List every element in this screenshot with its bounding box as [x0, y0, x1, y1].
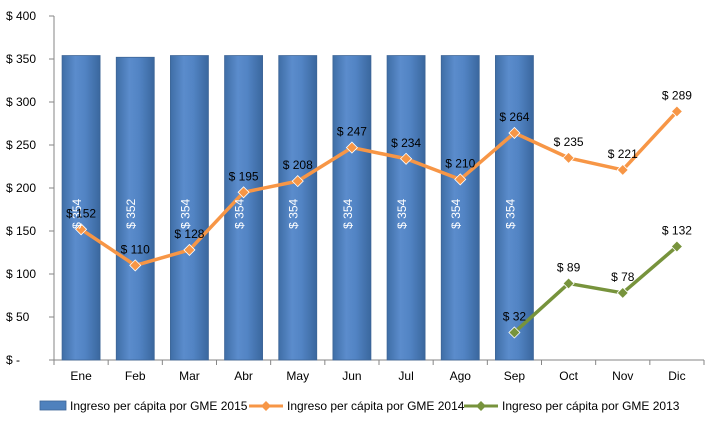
series-2014-value-label: $ 210: [445, 156, 475, 170]
series-2014-value-label: $ 289: [662, 88, 692, 102]
x-tick-label: Ene: [70, 369, 92, 383]
bar-value-label: $ 354: [449, 198, 463, 228]
series-2013-point: [616, 286, 629, 299]
x-tick-label: Nov: [612, 369, 633, 383]
bar-value-label: $ 354: [503, 198, 517, 228]
x-tick-label: Feb: [125, 369, 146, 383]
bar: [495, 55, 534, 361]
series-2014-point: [400, 152, 413, 165]
legend: Ingreso per cápita por GME 2015 Ingreso p…: [39, 399, 680, 413]
series-2014-point: [562, 151, 575, 164]
series-2014-value-label: $ 152: [66, 206, 96, 220]
series-2014-point: [183, 243, 196, 256]
legend-label-2013: Ingreso per cápita por GME 2013: [502, 399, 680, 413]
legend-label-2015: Ingreso per cápita por GME 2015: [70, 399, 248, 413]
bar-value-label: $ 354: [395, 198, 409, 228]
series-2014-point: [616, 163, 629, 177]
axes: $ - $ 50 $ 100 $ 150 $ 200 $ 250 $ 300 $ 350 $ 4…: [6, 9, 705, 383]
series-2014-value-label: $ 247: [337, 125, 367, 139]
series-2013-value-label: $ 32: [503, 309, 527, 323]
series-2013-value-label: $ 132: [662, 223, 692, 237]
legend-marker-2013: [476, 401, 486, 411]
bar-value-label: $ 354: [70, 198, 84, 228]
series-2014-point: [670, 105, 683, 118]
bar-value-label: $ 354: [341, 198, 355, 228]
series-2014-value-label: $ 110: [121, 242, 150, 256]
y-tick-label: $ 400: [6, 9, 36, 23]
data-labels: $ 354 $ 352 $ 354 $ 354 $ 354 $ 354 $ 354 $ 354…: [66, 88, 692, 323]
series-2013-value-label: $ 78: [611, 270, 635, 284]
bar-value-label: $ 354: [233, 198, 247, 228]
series-2013-point: [670, 240, 683, 253]
series-2014-point: [75, 223, 88, 236]
series-2014-line: [80, 110, 679, 268]
y-tick-label: $ 350: [6, 52, 36, 66]
y-tick-label: $ 300: [6, 95, 36, 109]
bar-value-label: $ 354: [178, 198, 192, 228]
bar: [61, 55, 101, 361]
x-tick-label: Dic: [668, 369, 685, 383]
series-2014-point: [291, 175, 304, 188]
series-2013-point: [508, 326, 521, 339]
legend-swatch-2015: [39, 400, 67, 411]
series-2014-value-label: $ 195: [229, 169, 259, 183]
legend-marker-2014: [261, 401, 271, 411]
series-2014-point: [345, 141, 358, 154]
x-tick-label: Jul: [398, 369, 413, 383]
x-tick-label: May: [286, 369, 309, 383]
series-2014-value-label: $ 128: [174, 227, 204, 241]
x-tick-label: Jun: [342, 369, 361, 383]
y-tick-label: $ -: [6, 353, 20, 367]
x-tick-label: Oct: [559, 369, 578, 383]
series-2014-value-label: $ 208: [283, 158, 313, 172]
y-tick-label: $ 100: [6, 267, 36, 281]
bar: [332, 55, 372, 361]
series-2013-value-label: $ 89: [557, 260, 581, 274]
x-tick-label: Abr: [234, 369, 253, 383]
series-2014-value-label: $ 221: [608, 147, 638, 161]
x-tick-label: Sep: [504, 369, 526, 383]
bar-value-label: $ 352: [124, 198, 138, 228]
series-2014-value-label: $ 235: [554, 135, 584, 149]
line-series: [75, 105, 683, 339]
bar-value-label: $ 354: [287, 198, 301, 228]
bar: [440, 55, 480, 361]
y-tick-label: $ 250: [6, 138, 36, 152]
series-2013-point: [562, 277, 575, 290]
y-tick-label: $ 200: [6, 181, 36, 195]
series-2014-point: [237, 186, 250, 199]
x-tick-label: Mar: [179, 369, 200, 383]
bar: [278, 55, 318, 361]
series-2014-value-label: $ 264: [499, 110, 529, 124]
y-tick-label: $ 150: [6, 224, 36, 238]
series-2013-line: [513, 245, 679, 334]
y-tick-label: $ 50: [6, 310, 30, 324]
bar: [170, 55, 209, 361]
series-2014-point: [454, 173, 467, 186]
series-2014-value-label: $ 234: [391, 136, 421, 150]
series-2014-point: [508, 126, 521, 140]
bar: [386, 55, 426, 361]
bar-series-2015: [61, 55, 534, 361]
legend-label-2014: Ingreso per cápita por GME 2014: [287, 399, 465, 413]
x-tick-label: Ago: [450, 369, 472, 383]
bar: [115, 56, 155, 361]
series-2014-point: [129, 259, 142, 272]
